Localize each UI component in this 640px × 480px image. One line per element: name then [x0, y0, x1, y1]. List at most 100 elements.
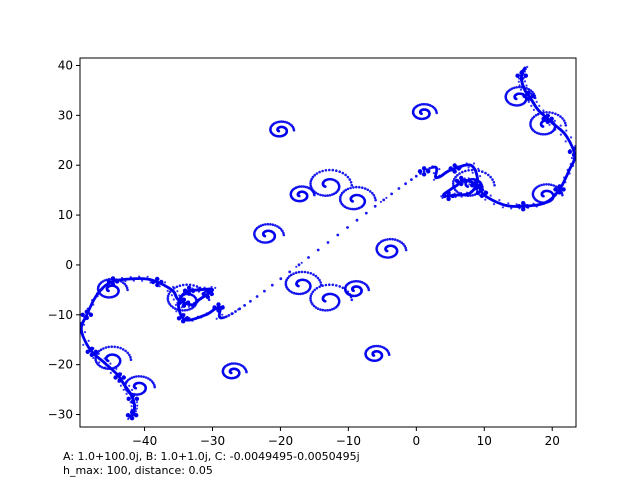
- data-point: [455, 190, 459, 193]
- data-point: [324, 169, 328, 172]
- data-point: [561, 193, 564, 197]
- data-point: [542, 109, 545, 112]
- data-point: [188, 308, 191, 311]
- data-point: [421, 166, 427, 171]
- data-point: [186, 291, 192, 296]
- data-point: [298, 194, 301, 198]
- data-point: [537, 132, 541, 135]
- data-point: [451, 182, 455, 185]
- data-point: [314, 274, 318, 278]
- data-point: [466, 185, 470, 188]
- data-point: [150, 380, 154, 383]
- data-point: [534, 114, 538, 117]
- x-tick-label: 20: [545, 434, 560, 448]
- data-point: [144, 376, 148, 379]
- data-point: [479, 187, 485, 192]
- data-point: [321, 194, 325, 197]
- data-point: [129, 410, 135, 415]
- data-point: [545, 111, 548, 114]
- data-point: [521, 201, 526, 206]
- data-point: [209, 291, 214, 297]
- data-point: [185, 300, 191, 305]
- data-point: [282, 233, 286, 237]
- data-point: [315, 286, 319, 290]
- data-point: [288, 270, 292, 274]
- data-point: [121, 348, 125, 351]
- data-point: [452, 186, 456, 189]
- data-point: [142, 375, 145, 379]
- data-point: [297, 292, 300, 296]
- data-point: [117, 378, 122, 383]
- data-point: [442, 193, 447, 199]
- data-point: [352, 289, 355, 293]
- data-point: [545, 119, 550, 125]
- data-point: [432, 178, 436, 181]
- data-point: [548, 111, 551, 114]
- data-point: [372, 354, 376, 357]
- data-point: [513, 86, 516, 90]
- data-point: [177, 300, 183, 305]
- data-point: [319, 193, 322, 197]
- data-point: [570, 156, 574, 160]
- data-point: [119, 384, 122, 387]
- data-point: [182, 288, 188, 293]
- data-point: [176, 290, 179, 293]
- data-point: [523, 66, 527, 70]
- data-point: [170, 304, 173, 308]
- data-point: [279, 277, 283, 281]
- data-point: [318, 278, 321, 282]
- data-point: [515, 86, 518, 89]
- data-point: [547, 183, 551, 186]
- data-point: [348, 178, 352, 181]
- data-point: [316, 276, 320, 280]
- data-point: [523, 80, 527, 83]
- data-point: [541, 133, 545, 136]
- data-point: [318, 170, 321, 174]
- data-point: [126, 396, 131, 401]
- data-point: [438, 168, 441, 171]
- data-point: [151, 279, 156, 285]
- data-point: [121, 281, 125, 284]
- data-point: [309, 180, 313, 183]
- caption-line-2: h_max: 100, distance: 0.05: [63, 464, 213, 477]
- data-point: [201, 288, 205, 291]
- data-point: [339, 195, 342, 199]
- data-point: [565, 129, 568, 132]
- data-point: [459, 181, 464, 187]
- x-tick-label: 10: [477, 434, 492, 448]
- data-point: [456, 166, 461, 171]
- data-point: [291, 291, 294, 294]
- data-point: [421, 172, 427, 177]
- data-point: [461, 193, 465, 197]
- data-point: [87, 339, 90, 342]
- data-point: [310, 177, 313, 181]
- data-point: [484, 171, 487, 175]
- data-point: [216, 308, 221, 313]
- data-point: [172, 298, 175, 301]
- y-tick-label: −30: [48, 408, 73, 422]
- data-point: [562, 119, 566, 122]
- data-point: [519, 70, 524, 75]
- data-point: [187, 305, 190, 308]
- data-point: [492, 203, 496, 206]
- data-point: [478, 183, 483, 188]
- data-point: [458, 172, 461, 175]
- data-point: [428, 167, 431, 170]
- data-point: [446, 190, 451, 196]
- data-point: [459, 175, 464, 181]
- data-point: [166, 299, 170, 302]
- data-point: [284, 280, 288, 283]
- data-point: [186, 285, 192, 290]
- y-tick-label: −20: [48, 358, 73, 372]
- data-point: [270, 283, 274, 287]
- data-point: [234, 310, 237, 313]
- data-point: [130, 399, 135, 404]
- data-point: [491, 178, 494, 181]
- data-point: [344, 188, 348, 192]
- data-point: [249, 299, 252, 303]
- data-point: [375, 344, 378, 348]
- data-point: [266, 222, 270, 226]
- data-point: [464, 194, 467, 197]
- data-point: [454, 175, 457, 179]
- data-point: [324, 300, 327, 303]
